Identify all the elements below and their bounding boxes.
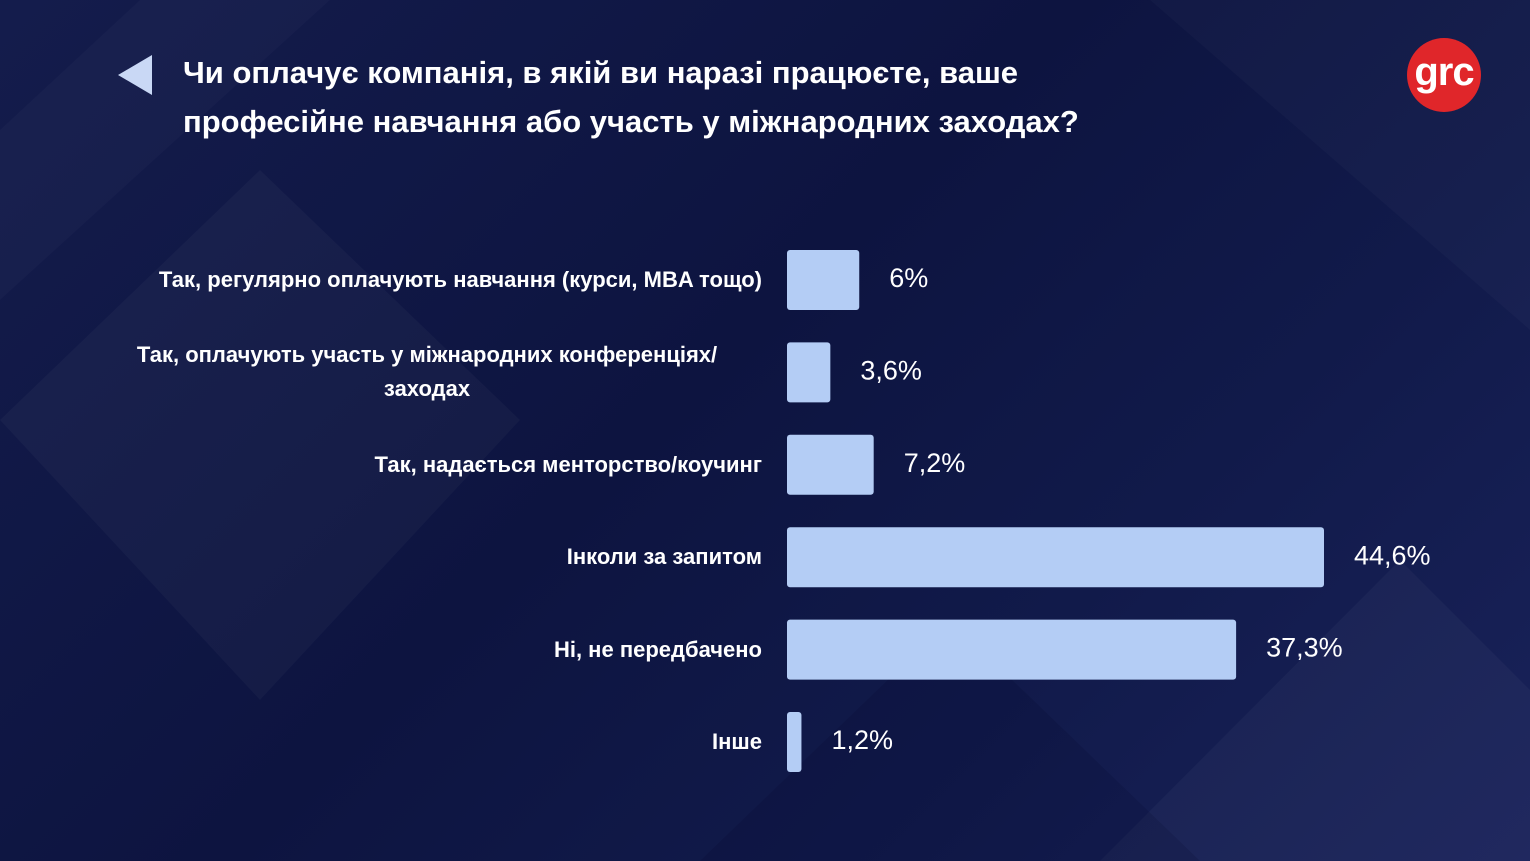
bar <box>787 619 1237 680</box>
category-label: Інше <box>712 729 762 754</box>
logo: grc <box>1407 38 1481 112</box>
value-label: 44,6% <box>1354 540 1431 570</box>
category-label: Ні, не передбачено <box>553 636 762 662</box>
value-label: 37,3% <box>1266 633 1343 663</box>
bar <box>787 434 874 495</box>
category-label: Так, надається менторство/коучинг <box>374 451 762 477</box>
value-label: 1,2% <box>831 725 893 755</box>
chart-title: Чи оплачує компанія, в якій ви наразі пр… <box>183 55 1079 139</box>
category-label: Так, регулярно оплачують навчання (курси… <box>158 267 762 292</box>
value-label: 6% <box>889 263 928 293</box>
back-arrow[interactable] <box>118 55 152 95</box>
value-label: 7,2% <box>904 448 966 478</box>
category-label: Інколи за запитом <box>566 544 762 570</box>
bar <box>787 250 860 310</box>
value-label: 3,6% <box>860 356 922 386</box>
bar <box>787 527 1324 588</box>
bar <box>787 712 802 772</box>
category-label: Так, оплачують участь у міжнародних конф… <box>136 342 718 402</box>
bar <box>787 342 831 403</box>
